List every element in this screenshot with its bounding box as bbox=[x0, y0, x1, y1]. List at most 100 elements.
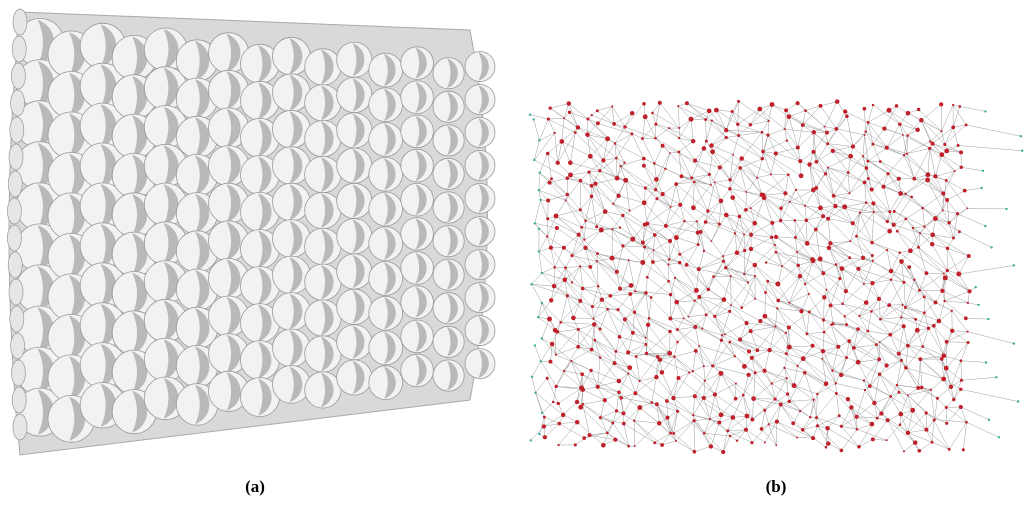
throat-edges bbox=[529, 101, 1023, 453]
pore-node bbox=[834, 263, 838, 266]
boundary-pore bbox=[1012, 342, 1015, 345]
pore-node bbox=[709, 183, 712, 186]
pore-node bbox=[947, 447, 951, 451]
edge-sphere bbox=[12, 413, 28, 441]
boundary-pore bbox=[538, 139, 541, 142]
pore-node bbox=[818, 205, 823, 211]
pore-node bbox=[633, 391, 638, 396]
pore-node bbox=[609, 255, 615, 261]
pore-node bbox=[641, 137, 644, 140]
pore-node bbox=[575, 125, 581, 130]
pore-node bbox=[598, 227, 604, 233]
sphere-cut-face bbox=[226, 334, 241, 373]
sphere-cut-face bbox=[447, 125, 458, 156]
pore-node bbox=[767, 423, 770, 426]
pore-node bbox=[644, 351, 649, 356]
pore-node bbox=[911, 226, 915, 230]
pore-node bbox=[948, 384, 954, 389]
pore-node bbox=[821, 318, 826, 322]
pore-node bbox=[613, 437, 618, 442]
pore-node bbox=[654, 402, 659, 407]
pore-node bbox=[862, 282, 865, 286]
pore-node bbox=[871, 259, 874, 262]
pore-node bbox=[763, 408, 767, 412]
pore-node bbox=[807, 162, 812, 167]
sphere bbox=[336, 218, 373, 255]
pore-node bbox=[640, 240, 645, 245]
sphere-cut-face bbox=[258, 193, 272, 231]
pore-node bbox=[746, 349, 752, 354]
pore-node bbox=[591, 322, 597, 327]
pore-node bbox=[783, 366, 786, 370]
boundary-pore bbox=[977, 303, 980, 307]
pore-node bbox=[762, 313, 768, 319]
pore-node bbox=[708, 418, 711, 421]
pore-node bbox=[906, 343, 910, 348]
pore-node bbox=[825, 288, 828, 291]
pore-node bbox=[602, 209, 608, 214]
pore-node bbox=[701, 395, 706, 401]
pore-node bbox=[905, 430, 911, 436]
pore-node bbox=[866, 177, 870, 180]
pore-node bbox=[795, 101, 800, 106]
sphere-cut-face bbox=[195, 270, 210, 310]
sphere-cut-face bbox=[478, 52, 489, 81]
pore-node bbox=[555, 329, 560, 334]
sphere bbox=[336, 359, 373, 396]
pore-node bbox=[761, 195, 767, 201]
pore-node bbox=[836, 344, 841, 349]
pore-node bbox=[588, 264, 593, 269]
pore-node bbox=[889, 395, 892, 398]
pore-node bbox=[541, 424, 547, 429]
pore-node bbox=[728, 187, 732, 191]
pore-node bbox=[629, 110, 635, 116]
pore-node bbox=[967, 289, 972, 294]
pore-node bbox=[817, 256, 823, 262]
pore-node bbox=[556, 401, 560, 406]
pore-node bbox=[901, 324, 906, 329]
pore-node bbox=[823, 381, 829, 386]
sphere-cut-face bbox=[321, 85, 334, 121]
sphere-cut-face bbox=[132, 154, 148, 197]
pore-node bbox=[724, 212, 729, 218]
pore-node bbox=[621, 213, 625, 218]
sphere-cut-face bbox=[415, 115, 427, 147]
pore-node bbox=[862, 106, 867, 111]
sphere-cut-face bbox=[132, 233, 148, 276]
pore-node bbox=[882, 126, 887, 131]
pore-node bbox=[748, 246, 754, 252]
pore-node bbox=[696, 267, 701, 272]
pore-node bbox=[721, 259, 726, 263]
pore-node bbox=[664, 167, 667, 171]
sphere-cut-face bbox=[258, 341, 272, 379]
sphere bbox=[400, 148, 434, 183]
boundary-pore bbox=[540, 411, 544, 415]
pore-node bbox=[710, 240, 713, 243]
pore-node bbox=[627, 444, 630, 448]
sphere-cut-face bbox=[352, 113, 365, 147]
pore-node bbox=[718, 370, 724, 376]
pore-node bbox=[736, 122, 740, 126]
pore-node bbox=[850, 144, 856, 149]
pore-node bbox=[820, 348, 826, 354]
pore-node bbox=[619, 164, 622, 168]
pore-node bbox=[691, 370, 694, 373]
pore-node bbox=[879, 411, 884, 416]
pore-node bbox=[605, 136, 611, 142]
pore-node bbox=[924, 427, 929, 432]
pore-node bbox=[846, 171, 850, 174]
pore-node bbox=[613, 142, 617, 145]
edge-sphere bbox=[11, 386, 27, 414]
pore-node bbox=[947, 221, 951, 225]
pore-node bbox=[568, 172, 573, 178]
pore-node bbox=[653, 441, 657, 445]
sphere-cut-face bbox=[132, 390, 148, 433]
pore-node bbox=[589, 368, 593, 373]
pore-node bbox=[778, 218, 783, 223]
pore-node bbox=[551, 400, 555, 404]
pore-node bbox=[726, 429, 730, 433]
pore-node bbox=[654, 188, 658, 192]
pore-node bbox=[663, 223, 668, 228]
pore-node bbox=[900, 316, 903, 319]
pore-node bbox=[676, 340, 679, 344]
